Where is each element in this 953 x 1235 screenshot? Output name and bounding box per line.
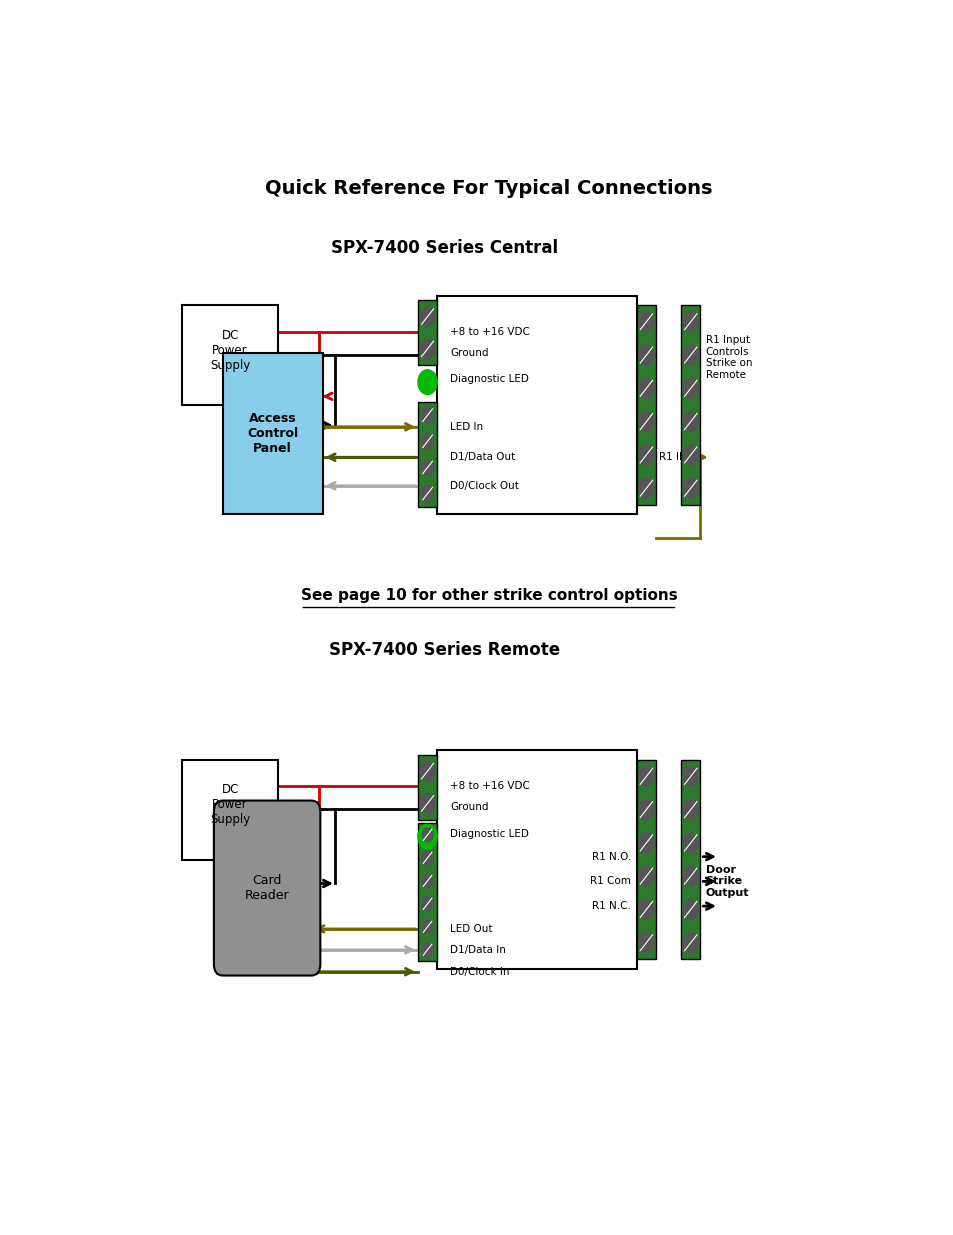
Circle shape	[422, 827, 433, 842]
Text: R1 N.C.: R1 N.C.	[592, 902, 630, 911]
Text: Diagnostic LED: Diagnostic LED	[450, 829, 529, 839]
Circle shape	[419, 340, 435, 358]
Circle shape	[638, 832, 654, 853]
Bar	[417, 300, 436, 366]
Text: R1 Com: R1 Com	[589, 877, 630, 887]
Circle shape	[682, 899, 698, 919]
Text: D1/Data In: D1/Data In	[450, 945, 506, 955]
Circle shape	[417, 824, 436, 848]
Circle shape	[682, 832, 698, 853]
Text: Ground: Ground	[450, 348, 489, 358]
Bar	[417, 824, 436, 961]
Circle shape	[682, 766, 698, 787]
Circle shape	[422, 897, 433, 910]
Bar	[182, 305, 278, 405]
Text: +8 to +16 VDC: +8 to +16 VDC	[450, 782, 530, 792]
Text: R1 N.O.: R1 N.O.	[591, 852, 630, 862]
Circle shape	[638, 378, 654, 399]
Bar	[436, 750, 636, 969]
Circle shape	[682, 311, 698, 332]
Text: SPX-7400 Series Remote: SPX-7400 Series Remote	[329, 641, 559, 658]
Circle shape	[419, 794, 435, 813]
Circle shape	[422, 851, 433, 864]
Circle shape	[638, 311, 654, 332]
Text: D0/Clock Out: D0/Clock Out	[450, 480, 518, 490]
Circle shape	[682, 345, 698, 366]
Circle shape	[682, 445, 698, 464]
Text: D0/Clock In: D0/Clock In	[450, 967, 510, 977]
Text: Ground: Ground	[450, 803, 489, 813]
Text: SPX-7400 Series Central: SPX-7400 Series Central	[331, 238, 558, 257]
Circle shape	[638, 345, 654, 366]
Circle shape	[422, 942, 433, 957]
Circle shape	[682, 799, 698, 820]
Circle shape	[421, 408, 434, 424]
Circle shape	[682, 411, 698, 431]
Text: D1/Data Out: D1/Data Out	[450, 452, 516, 462]
Circle shape	[421, 485, 434, 501]
Circle shape	[638, 799, 654, 820]
Bar	[637, 760, 656, 960]
Bar	[417, 755, 436, 820]
Circle shape	[638, 866, 654, 887]
Text: R1 Input
Controls
Strike on
Remote: R1 Input Controls Strike on Remote	[705, 335, 751, 380]
Bar	[222, 353, 322, 514]
Bar	[637, 305, 656, 505]
Circle shape	[421, 459, 434, 475]
Text: Access
Control
Panel: Access Control Panel	[247, 412, 298, 454]
Circle shape	[682, 478, 698, 498]
Text: Door
Strike
Output: Door Strike Output	[705, 864, 748, 898]
Circle shape	[682, 932, 698, 952]
Bar	[436, 295, 636, 514]
Circle shape	[638, 932, 654, 952]
Text: LED Out: LED Out	[450, 924, 493, 934]
Text: Card
Reader: Card Reader	[245, 874, 289, 902]
Circle shape	[422, 920, 433, 934]
Text: See page 10 for other strike control options: See page 10 for other strike control opt…	[300, 588, 677, 603]
Circle shape	[638, 411, 654, 431]
Circle shape	[638, 478, 654, 498]
Circle shape	[682, 866, 698, 887]
Circle shape	[421, 433, 434, 450]
Bar	[182, 760, 278, 860]
Text: Diagnostic LED: Diagnostic LED	[450, 374, 529, 384]
Circle shape	[638, 445, 654, 464]
FancyBboxPatch shape	[213, 800, 320, 976]
Circle shape	[422, 874, 433, 888]
Text: DC
Power
Supply: DC Power Supply	[210, 329, 250, 372]
Circle shape	[419, 761, 435, 781]
Text: LED In: LED In	[450, 422, 483, 432]
Text: DC
Power
Supply: DC Power Supply	[210, 783, 250, 826]
Bar	[680, 305, 700, 505]
Circle shape	[638, 899, 654, 919]
Circle shape	[419, 306, 435, 326]
Circle shape	[682, 378, 698, 399]
Text: Quick Reference For Typical Connections: Quick Reference For Typical Connections	[265, 179, 712, 198]
Text: R1 IN: R1 IN	[659, 452, 686, 462]
Circle shape	[417, 369, 436, 394]
Bar	[680, 760, 700, 960]
Text: +8 to +16 VDC: +8 to +16 VDC	[450, 327, 530, 337]
Circle shape	[638, 766, 654, 787]
Bar	[417, 403, 436, 506]
